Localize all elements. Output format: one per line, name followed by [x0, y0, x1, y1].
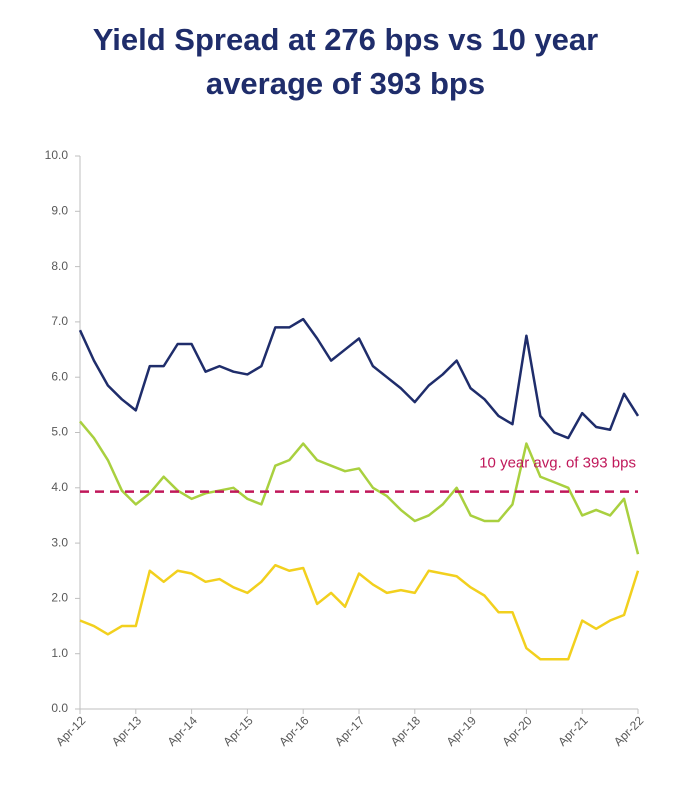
x-tick-label: Apr-14 — [165, 713, 201, 749]
x-tick-label: Apr-17 — [332, 713, 368, 749]
y-tick-label: 8.0 — [51, 259, 68, 273]
y-tick-label: 4.0 — [51, 480, 68, 494]
series-line — [78, 317, 640, 440]
y-tick-label: 0.0 — [51, 701, 68, 715]
y-tick-label: 2.0 — [51, 591, 68, 605]
x-tick-label: Apr-22 — [611, 713, 647, 749]
chart-title: Yield Spread at 276 bps vs 10 year avera… — [92, 22, 599, 101]
x-tick-label: Apr-20 — [499, 713, 535, 749]
x-tick-label: Apr-15 — [220, 713, 256, 749]
x-tick-label: Apr-18 — [388, 713, 424, 749]
x-tick-label: Apr-19 — [444, 713, 480, 749]
y-tick-label: 3.0 — [51, 535, 68, 549]
y-tick-label: 7.0 — [51, 314, 68, 328]
x-tick-label: Apr-13 — [109, 713, 145, 749]
y-tick-label: 1.0 — [51, 646, 68, 660]
x-tick-label: Apr-12 — [53, 713, 89, 749]
x-tick-label: Apr-16 — [276, 713, 312, 749]
x-tick-label: Apr-21 — [555, 713, 591, 749]
y-tick-label: 9.0 — [51, 203, 68, 217]
reference-label: 10 year avg. of 393 bps — [479, 455, 636, 472]
series-line — [79, 420, 640, 555]
series-line — [79, 563, 640, 661]
y-tick-label: 5.0 — [51, 425, 68, 439]
y-tick-label: 6.0 — [51, 369, 68, 383]
y-tick-label: 10.0 — [45, 148, 69, 162]
